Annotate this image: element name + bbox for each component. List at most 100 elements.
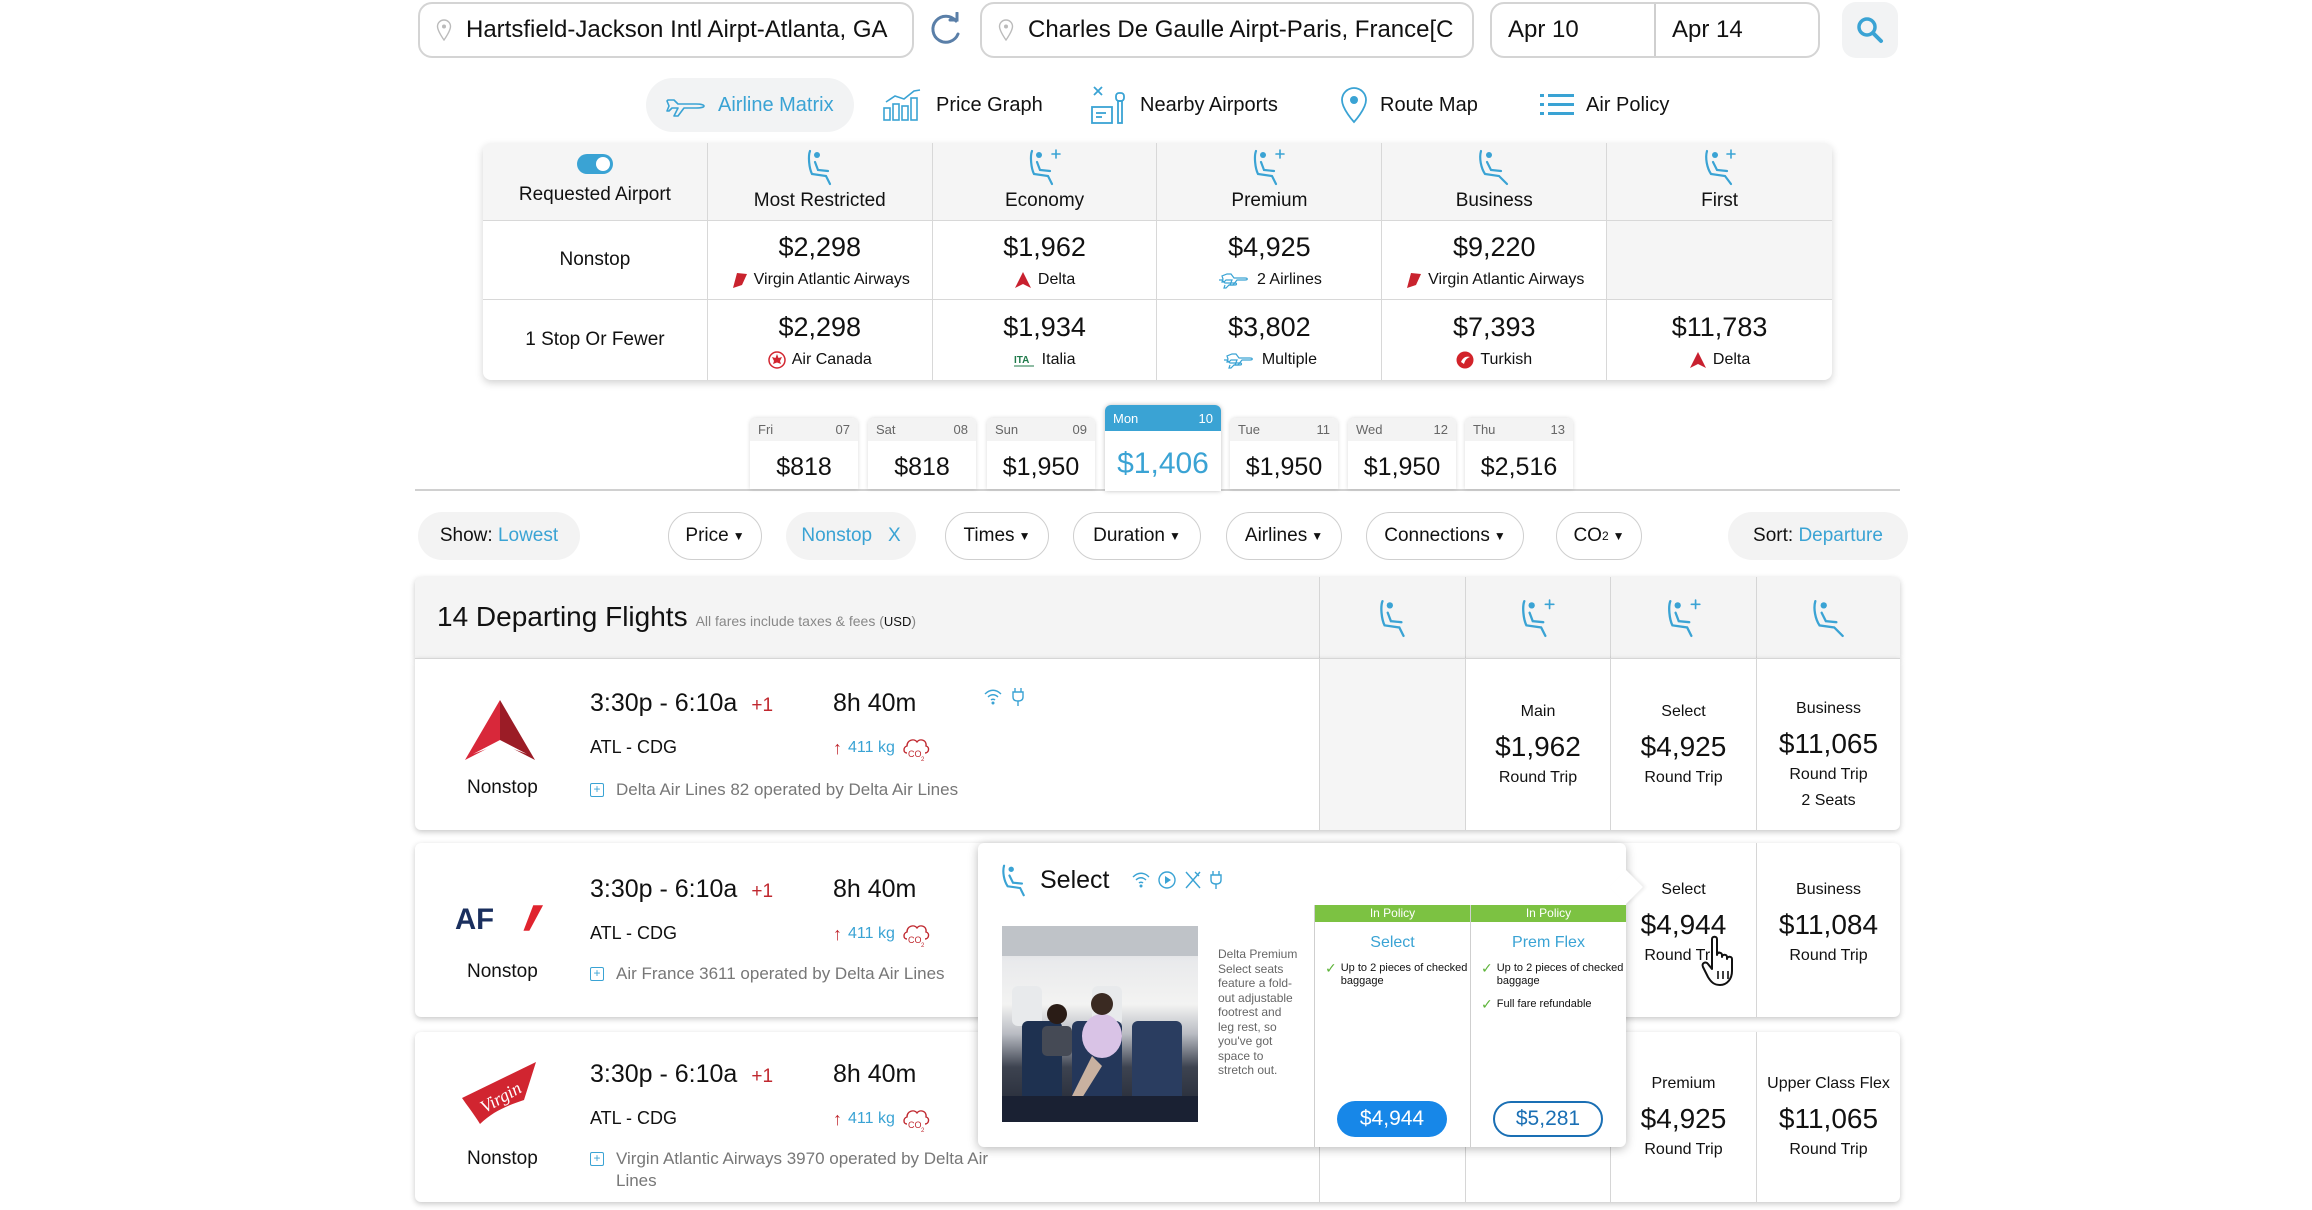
fare-cell[interactable]: Premium $4,925 Round Trip [1610,1032,1756,1202]
fares-note-text: All fares include taxes & fees ( [695,613,884,629]
hand-pointer-cursor-icon [1701,935,1733,986]
svg-text:AF: AF [455,903,494,933]
fare-trip: Round Trip [1789,765,1868,783]
connections-filter[interactable]: Connections ▼ [1366,512,1524,560]
matrix-cell[interactable]: $4,925 2 Airlines [1157,221,1383,300]
header-col-business[interactable] [1756,577,1900,658]
flight-row[interactable]: Nonstop 3:30p - 6:10a +1 ATL - CDG 8h 40m… [415,658,1900,830]
date-card-fri[interactable]: Fri 07 $818 [750,418,858,489]
matrix-cell[interactable]: $1,934 ITA Italia [933,300,1158,380]
cell-airline: Turkish [1480,350,1533,368]
multiple-airlines-icon [1223,352,1253,369]
cell-airline: Delta [1712,350,1751,368]
arrow-up-icon: ↑ [833,737,842,758]
origin-input[interactable]: Hartsfield-Jackson Intl Airpt-Atlanta, G… [418,2,914,58]
date-day: Mon [1113,410,1139,426]
tab-label: Route Map [1380,93,1478,116]
map-pin-icon [998,19,1014,41]
clear-filter-icon[interactable]: X [887,525,901,546]
matrix-col-premium[interactable]: Premium [1157,143,1383,221]
sort-value: Departure [1798,525,1883,546]
matrix-cell[interactable]: $11,783 Delta [1607,300,1832,380]
airlines-filter[interactable]: Airlines ▼ [1226,512,1342,560]
fare-cell[interactable]: Business $11,065 Round Trip 2 Seats [1756,659,1900,830]
search-button[interactable] [1842,2,1898,58]
matrix-cell[interactable]: $3,802 Multiple [1157,300,1383,380]
select-fare-button[interactable]: $4,944 [1337,1101,1447,1137]
matrix-cell[interactable]: $2,298 Virgin Atlantic Airways [707,221,933,300]
expand-details-icon[interactable]: + [590,967,604,981]
price-filter[interactable]: Price ▼ [668,512,762,560]
seat-icon [1002,864,1025,897]
column-label: Business [1455,190,1533,211]
destination-input[interactable]: Charles De Gaulle Airpt-Paris, France[C [980,2,1474,58]
nonstop-filter-chip[interactable]: Nonstop X [786,512,916,560]
date-card-sun[interactable]: Sun 09 $1,950 [987,418,1095,489]
tab-price-graph[interactable]: Price Graph [862,78,1063,132]
feature-text: Up to 2 pieces of checked baggage [1496,962,1624,987]
route: ATL - CDG [590,923,678,943]
air-france-logo: AF [455,883,545,953]
date-card-mon-selected[interactable]: Mon 10 $1,406 [1105,405,1221,491]
fare-cell[interactable]: Select $4,925 Round Trip [1610,659,1756,830]
fare-price: $4,925 [1640,730,1727,762]
fare-cell[interactable]: Main $1,962 Round Trip [1465,659,1610,830]
matrix-col-business[interactable]: Business [1382,143,1608,221]
tab-route-map[interactable]: Route Map [1320,78,1498,132]
depart-date-input[interactable]: Apr 10 [1508,16,1579,43]
checkmark-icon: ✓ [1481,960,1493,976]
prem-flex-fare-button[interactable]: $5,281 [1493,1101,1603,1137]
matrix-cell[interactable]: $2,298 Air Canada [708,300,933,380]
fare-option-name: Select [1370,934,1415,951]
cell-airline: Multiple [1261,350,1317,368]
date-card-sat[interactable]: Sat 08 $818 [868,418,976,489]
refresh-swap-icon[interactable] [928,12,964,48]
return-date-input[interactable]: Apr 14 [1654,4,1818,56]
checkmark-icon: ✓ [1481,996,1493,1012]
date-card-thu[interactable]: Thu 13 $2,516 [1465,418,1573,489]
filter-label-sub: 2 [1601,529,1609,543]
fare-cell[interactable]: Upper Class Flex $11,065 Round Trip [1756,1032,1900,1202]
operated-by: Air France 3611 operated by Delta Air Li… [616,964,945,983]
header-col-premium[interactable] [1610,577,1756,658]
matrix-cell[interactable]: $9,220 Virgin Atlantic Airways [1382,221,1608,300]
cell-airline: 2 Airlines [1256,270,1322,288]
column-label: Most Restricted [753,190,886,211]
matrix-row-label: Nonstop [483,221,708,300]
times-filter[interactable]: Times ▼ [945,512,1049,560]
fare-cell[interactable]: Business $11,084 Round Trip [1756,843,1900,1017]
expand-details-icon[interactable]: + [590,1152,604,1166]
cell-price: $11,783 [1671,311,1768,342]
date-card-tue[interactable]: Tue 11 $1,950 [1230,418,1338,489]
destination-value: Charles De Gaulle Airpt-Paris, France[C [1028,16,1454,43]
origin-value: Hartsfield-Jackson Intl Airpt-Atlanta, G… [466,16,888,43]
airline-matrix: Requested Airport Most Restricted Econom… [483,143,1832,380]
cell-price: $3,802 [1228,311,1311,342]
show-filter[interactable]: Show: Lowest [418,512,580,560]
day-offset: +1 [751,1066,774,1087]
date-range: Apr 10 Apr 14 [1490,2,1820,58]
matrix-cell[interactable]: $1,962 Delta [932,221,1158,300]
date-card-wed[interactable]: Wed 12 $1,950 [1348,418,1456,489]
header-col-main[interactable] [1465,577,1610,658]
sort-control[interactable]: Sort: Departure [1728,512,1908,560]
date-num: 13 [1550,422,1565,437]
tab-airline-matrix[interactable]: Airline Matrix [646,78,854,132]
duration-filter[interactable]: Duration ▼ [1073,512,1201,560]
matrix-col-economy[interactable]: Economy [932,143,1158,221]
expand-details-icon[interactable]: + [590,783,604,797]
date-num: 08 [953,422,968,437]
co2-filter[interactable]: CO 2 ▼ [1556,512,1642,560]
fare-cell-selected[interactable]: Select $4,944 Round Trip [1610,843,1756,1017]
matrix-cell[interactable]: $7,393 Turkish [1382,300,1608,380]
seat-plus-icon [1254,149,1286,186]
matrix-col-first[interactable]: First [1607,143,1832,221]
tab-air-policy[interactable]: Air Policy [1520,78,1689,132]
tab-label: Air Policy [1586,93,1670,116]
tab-nearby-airports[interactable]: Nearby Airports [1070,78,1298,132]
header-col-basic[interactable] [1319,577,1465,658]
flight-times: 3:30p - 6:10a [590,1060,738,1088]
requested-airport-toggle[interactable] [576,154,613,174]
power-plug-icon [1210,871,1223,889]
matrix-col-most-restricted[interactable]: Most Restricted [707,143,933,221]
